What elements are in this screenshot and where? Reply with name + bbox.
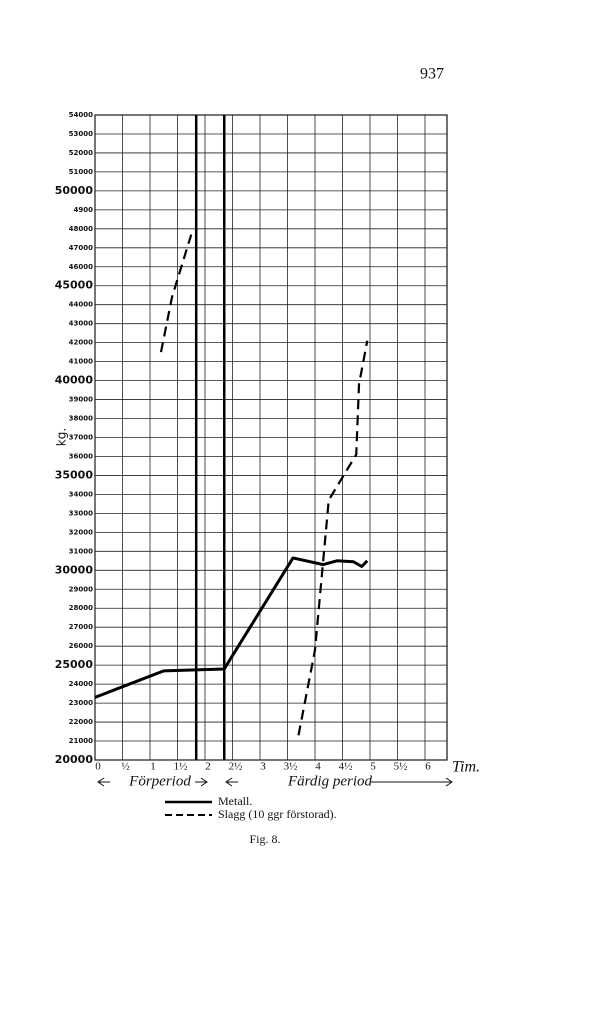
- y-tick-label: 51000: [69, 168, 93, 176]
- y-tick-label: 52000: [69, 149, 93, 157]
- y-tick-label: 33000: [69, 509, 93, 517]
- y-tick-label: 53000: [69, 130, 93, 138]
- y-tick-label: 23000: [69, 699, 93, 707]
- y-tick-label: 28000: [69, 604, 93, 612]
- legend-label: Slagg (10 ggr förstorad).: [218, 807, 337, 821]
- y-tick-label: 41000: [69, 358, 93, 366]
- y-tick-label: 47000: [69, 244, 93, 252]
- y-tick-label: 31000: [69, 547, 93, 555]
- y-tick-label: 27000: [69, 623, 93, 631]
- page-number: 937: [420, 66, 444, 83]
- x-tick-label: 1: [150, 761, 156, 773]
- x-tick-label: 3½: [284, 761, 298, 773]
- y-tick-label: 21000: [69, 737, 93, 745]
- y-tick-label: 35000: [55, 468, 94, 481]
- y-tick-label: 39000: [69, 396, 93, 404]
- x-tick-label: 4: [315, 761, 321, 773]
- y-tick-label: 48000: [69, 225, 93, 233]
- x-tick-label: 3: [260, 761, 266, 773]
- y-tick-label: 26000: [69, 642, 93, 650]
- annotation: Förperiod: [128, 773, 191, 789]
- x-tick-label: 1½: [174, 761, 188, 773]
- y-tick-label: 40000: [55, 374, 94, 387]
- x-tick-label: 2: [205, 761, 211, 773]
- x-tick-label: 6: [425, 761, 431, 773]
- x-tick-label: 0: [95, 761, 101, 773]
- y-tick-label: 46000: [69, 263, 93, 271]
- y-tick-label: 30000: [55, 563, 94, 576]
- legend-label: Metall.: [218, 794, 252, 808]
- y-tick-label: 45000: [55, 279, 94, 292]
- y-tick-label: 36000: [69, 452, 93, 460]
- y-axis-label: kg.: [55, 428, 69, 446]
- arrow: [225, 777, 453, 787]
- y-tick-label: 44000: [69, 301, 93, 309]
- y-tick-label: 25000: [55, 658, 94, 671]
- x-tick-label: ½: [121, 761, 129, 773]
- series-line: [159, 234, 369, 736]
- y-tick-label: 24000: [69, 680, 93, 688]
- y-tick-label: 42000: [69, 339, 93, 347]
- y-tick-label: 38000: [69, 415, 93, 423]
- x-tick-label: 5½: [394, 761, 408, 773]
- x-tick-label: 4½: [339, 761, 353, 773]
- annotation: Färdig period: [287, 773, 373, 789]
- y-tick-label: 54000: [69, 111, 93, 119]
- y-tick-label: 4900: [74, 206, 94, 214]
- caption: Fig. 8.: [249, 832, 280, 846]
- y-tick-label: 34000: [69, 490, 93, 498]
- series-line: [94, 556, 369, 699]
- y-tick-label: 20000: [55, 753, 94, 766]
- y-tick-label: 50000: [55, 184, 94, 197]
- y-tick-label: 43000: [69, 320, 93, 328]
- y-tick-label: 29000: [69, 585, 93, 593]
- y-tick-label: 32000: [69, 528, 93, 536]
- y-tick-label: 22000: [69, 718, 93, 726]
- x-axis-label: Tim.: [452, 759, 480, 776]
- x-tick-label: 2½: [229, 761, 243, 773]
- arrow: [97, 777, 208, 787]
- y-tick-label: 37000: [69, 434, 93, 442]
- x-tick-label: 5: [370, 761, 376, 773]
